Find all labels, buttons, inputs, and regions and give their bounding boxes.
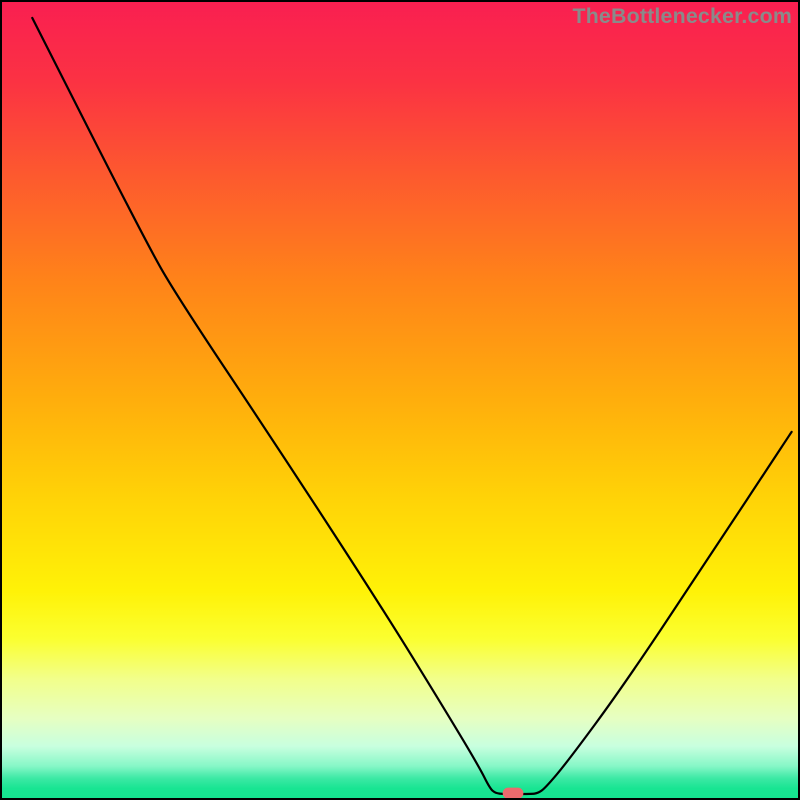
chart-background — [2, 2, 798, 798]
optimal-marker — [503, 788, 524, 799]
watermark-text: TheBottlenecker.com — [572, 4, 792, 29]
chart-svg — [0, 0, 800, 800]
bottleneck-chart — [0, 0, 800, 800]
